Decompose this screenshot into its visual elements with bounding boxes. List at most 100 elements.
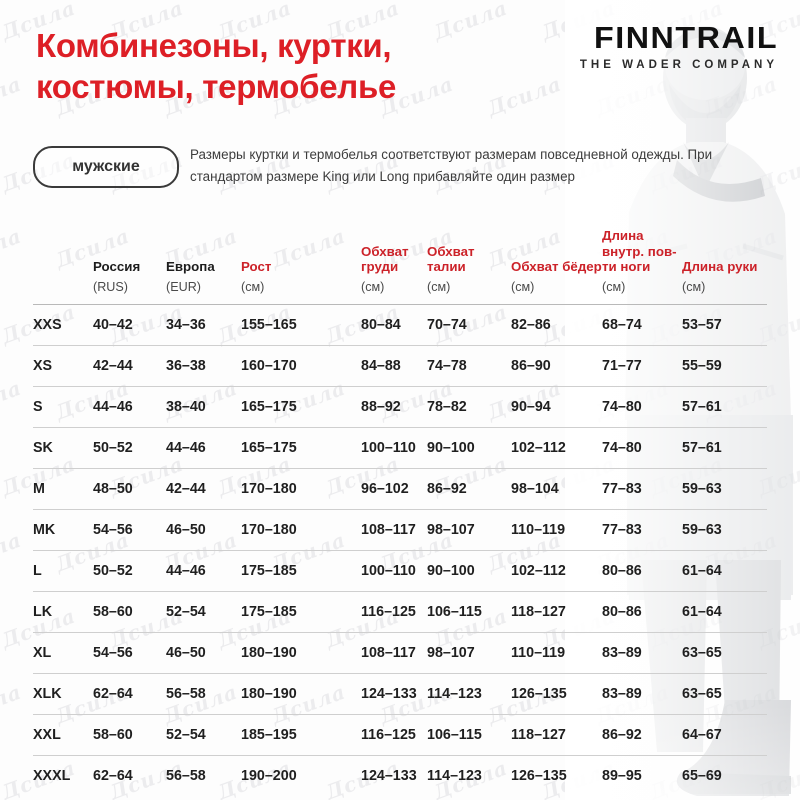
column-header-hip: Обхват бёдер (см): [511, 205, 602, 305]
cell-size: S: [33, 386, 93, 428]
cell-height: 175–185: [241, 591, 361, 633]
table-row: M 48–50 42–44 170–180 96–102 86–92 98–104 77–83…: [33, 468, 767, 510]
cell-arm: 63–65: [682, 632, 767, 674]
column-header-size: [33, 205, 93, 305]
table-row: LK 58–60 52–54 175–185 116–125 106–115 118–127…: [33, 591, 767, 633]
intro-text: Размеры куртки и термобелья соответствую…: [190, 147, 713, 185]
cell-chest: 84–88: [361, 345, 427, 387]
cell-inseam: 86–92: [602, 714, 682, 756]
cell-arm: 59–63: [682, 468, 767, 510]
cell-rus: 42–44: [93, 345, 166, 387]
cell-arm: 64–67: [682, 714, 767, 756]
cell-size: LK: [33, 591, 93, 633]
table-row: L 50–52 44–46 175–185 100–110 90–100 102–112 80…: [33, 550, 767, 592]
cell-arm: 61–64: [682, 591, 767, 633]
cell-size: SK: [33, 427, 93, 469]
cell-rus: 50–52: [93, 550, 166, 592]
table-row: MK 54–56 46–50 170–180 108–117 98–107 110–119 7…: [33, 509, 767, 551]
cell-eur: 38–40: [166, 386, 241, 428]
column-header-height: Рост (см): [241, 205, 361, 305]
cell-eur: 36–38: [166, 345, 241, 387]
cell-hip: 82–86: [511, 304, 602, 346]
size-table: Россия (RUS) Европа (EUR) Рост (см) Обхват гру…: [33, 205, 767, 796]
table-row: XXL 58–60 52–54 185–195 116–125 106–115 118–12…: [33, 714, 767, 756]
cell-rus: 54–56: [93, 632, 166, 674]
cell-waist: 106–115: [427, 591, 511, 633]
cell-chest: 108–117: [361, 632, 427, 674]
table-row: XLK 62–64 56–58 180–190 124–133 114–123 126–13…: [33, 673, 767, 715]
cell-arm: 63–65: [682, 673, 767, 715]
column-header-unit: (см): [361, 280, 385, 295]
cell-size: L: [33, 550, 93, 592]
cell-waist: 114–123: [427, 768, 482, 784]
column-header-label: Рост: [241, 259, 272, 275]
column-header-rus: Россия (RUS): [93, 205, 166, 305]
cell-eur: 46–50: [166, 632, 241, 674]
column-header-unit: (см): [682, 280, 706, 295]
cell-height: 165–175: [241, 386, 361, 428]
cell-eur: 52–54: [166, 714, 241, 756]
column-header-label: Обхват бёдер: [511, 259, 602, 275]
watermark-text: Дсила: [0, 71, 25, 121]
gender-badge[interactable]: мужские: [33, 146, 179, 188]
brand-tagline: THE WADER COMPANY: [579, 59, 778, 71]
cell-arm: 61–64: [682, 550, 767, 592]
cell-rus: 50–52: [93, 427, 166, 469]
column-header-arm: Длина руки (см): [682, 205, 767, 305]
cell-height: 170–180: [241, 468, 361, 510]
cell-waist: 74–78: [427, 345, 511, 387]
cell-height: 165–175: [241, 427, 361, 469]
cell-size: XXL: [33, 714, 93, 756]
table-row: XS 42–44 36–38 160–170 84–88 74–78 86–90 71–77 5…: [33, 345, 767, 387]
gender-badge-label: мужские: [72, 158, 140, 175]
cell-waist: 78–82: [427, 386, 511, 428]
column-header-waist: Обхват талии (см): [427, 205, 511, 305]
cell-waist: 114–123: [427, 673, 511, 715]
column-header-unit: (см): [241, 280, 265, 295]
column-header-label: Обхват талии: [427, 243, 475, 275]
watermark-text: Дсила: [0, 375, 25, 425]
cell-eur: 34–36: [166, 304, 241, 346]
cell-size: XXXL: [33, 768, 71, 784]
cell-rus: 62–64: [93, 768, 133, 784]
column-header-eur: Европа (EUR): [166, 205, 241, 305]
cell-waist: 70–74: [427, 304, 511, 346]
cell-size: M: [33, 468, 93, 510]
cell-rus: 58–60: [93, 714, 166, 756]
cell-chest: 96–102: [361, 468, 427, 510]
cell-hip: 102–112: [511, 427, 602, 469]
cell-arm: 57–61: [682, 427, 767, 469]
cell-chest: 100–110: [361, 550, 427, 592]
cell-inseam: 89–95: [602, 768, 642, 784]
cell-height: 180–190: [241, 632, 361, 674]
cell-waist: 90–100: [427, 550, 511, 592]
watermark-text: Дсила: [0, 527, 25, 577]
cell-eur: 46–50: [166, 509, 241, 551]
cell-rus: 48–50: [93, 468, 166, 510]
cell-chest: 108–117: [361, 509, 427, 551]
cell-hip: 102–112: [511, 550, 602, 592]
cell-inseam: 74–80: [602, 427, 682, 469]
cell-size: MK: [33, 509, 93, 551]
cell-chest: 124–133: [361, 768, 417, 784]
cell-rus: 62–64: [93, 673, 166, 715]
column-header-label: Длина руки: [682, 259, 758, 275]
column-header-label: Европа: [166, 259, 215, 275]
watermark-text: Дсила: [0, 679, 25, 729]
cell-eur: 44–46: [166, 427, 241, 469]
column-header-chest: Обхват груди (см): [361, 205, 427, 305]
cell-hip: 98–104: [511, 468, 602, 510]
cell-eur: 56–58: [166, 673, 241, 715]
table-row: XXS 40–42 34–36 155–165 80–84 70–74 82–86 68–74…: [33, 304, 767, 346]
cell-hip: 110–119: [511, 632, 602, 674]
cell-size: XL: [33, 632, 93, 674]
cell-chest: 88–92: [361, 386, 427, 428]
cell-inseam: 80–86: [602, 550, 682, 592]
cell-hip: 86–90: [511, 345, 602, 387]
table-row: S 44–46 38–40 165–175 88–92 78–82 90–94 74–80 57…: [33, 386, 767, 428]
cell-height: 170–180: [241, 509, 361, 551]
column-header-unit: (см): [511, 280, 535, 295]
cell-chest: 80–84: [361, 304, 427, 346]
cell-rus: 54–56: [93, 509, 166, 551]
